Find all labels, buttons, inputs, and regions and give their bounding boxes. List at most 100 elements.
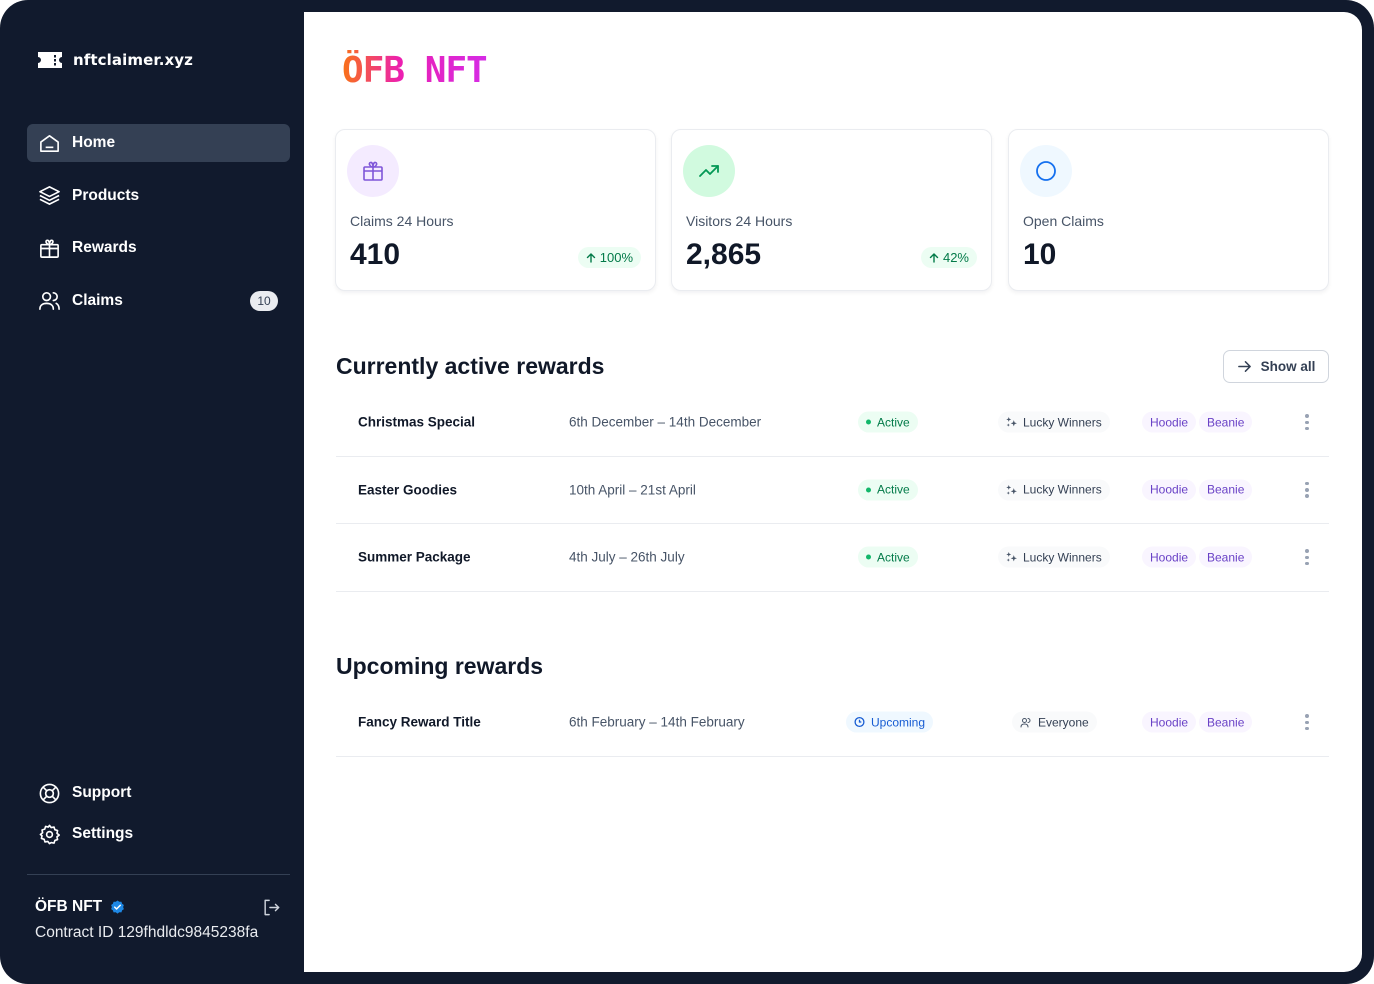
- nav-label-home: Home: [72, 134, 116, 151]
- nav-item-claims[interactable]: Claims 10: [27, 282, 290, 320]
- nav-item-support[interactable]: Support: [27, 774, 290, 812]
- audience-label: Lucky Winners: [1023, 415, 1102, 430]
- tag-badge: Hoodie: [1142, 479, 1197, 501]
- status-badge: Active: [858, 546, 918, 568]
- stat-label: Visitors 24 Hours: [686, 213, 793, 229]
- page-title: ÖFB NFT: [342, 50, 488, 91]
- arrow-right-icon: [1237, 361, 1251, 372]
- nav-label-claims: Claims: [72, 291, 123, 309]
- reward-name: Summer Package: [358, 549, 471, 565]
- upcoming-rewards-table: Fancy Reward Title 6th February – 14th F…: [336, 689, 1329, 757]
- reward-name: Fancy Reward Title: [358, 714, 481, 730]
- home-icon: [40, 134, 59, 152]
- more-vertical-icon[interactable]: [1305, 549, 1309, 566]
- nav-label-support: Support: [72, 784, 132, 801]
- reward-dates: 6th February – 14th February: [569, 714, 745, 730]
- audience-label: Lucky Winners: [1023, 550, 1102, 565]
- users-icon: [39, 292, 60, 310]
- account-name: ÖFB NFT: [35, 898, 103, 915]
- stat-card-visitors: Visitors 24 Hours 2,865 42%: [671, 129, 992, 291]
- brand-name: nftclaimer.xyz: [73, 51, 194, 69]
- upcoming-rewards-title: Upcoming rewards: [336, 653, 544, 679]
- tag-badge: Hoodie: [1142, 546, 1197, 568]
- sparkle-icon: [1006, 484, 1017, 495]
- audience-label: Lucky Winners: [1023, 482, 1102, 497]
- sparkle-icon: [1006, 417, 1017, 427]
- circle-icon: [1036, 161, 1056, 181]
- more-vertical-icon[interactable]: [1305, 481, 1309, 498]
- reward-name: Christmas Special: [358, 414, 476, 430]
- brand[interactable]: nftclaimer.xyz: [37, 50, 193, 70]
- active-rewards-title: Currently active rewards: [336, 353, 605, 379]
- status-dot: [866, 487, 871, 493]
- nav-label-products: Products: [72, 186, 140, 204]
- table-row[interactable]: Easter Goodies 10th April – 21st April A…: [336, 457, 1329, 524]
- status-label: Active: [877, 482, 910, 497]
- stat-delta-badge: 42%: [920, 247, 977, 268]
- reward-name: Easter Goodies: [358, 482, 458, 498]
- show-all-button[interactable]: Show all: [1223, 350, 1329, 383]
- status-badge: Active: [858, 411, 918, 433]
- main-panel: ÖFB NFT Claims 24 Hours 410 100% Visitor…: [304, 12, 1362, 972]
- stat-delta-value: 100%: [599, 250, 633, 265]
- status-badge: Upcoming: [846, 711, 934, 733]
- stat-card-claims: Claims 24 Hours 410 100%: [335, 129, 656, 291]
- stat-delta-badge: 100%: [577, 247, 641, 268]
- gift-icon: [40, 239, 59, 258]
- arrow-up-icon: [929, 252, 939, 263]
- stat-icon-wrap: [347, 145, 399, 197]
- tag-badge: Beanie: [1199, 546, 1253, 568]
- audience-badge: Lucky Winners: [998, 411, 1110, 433]
- life-buoy-icon: [39, 783, 60, 803]
- status-dot: [866, 554, 871, 560]
- audience-badge: Lucky Winners: [998, 546, 1110, 568]
- sidebar-divider: [27, 874, 290, 875]
- clock-icon: [854, 717, 865, 728]
- nav-label-settings: Settings: [72, 825, 134, 842]
- reward-dates: 4th July – 26th July: [569, 549, 685, 565]
- more-vertical-icon[interactable]: [1305, 414, 1309, 431]
- users-icon: [1020, 717, 1031, 728]
- stat-label: Claims 24 Hours: [350, 213, 454, 229]
- audience-badge: Lucky Winners: [998, 479, 1110, 501]
- sidebar: nftclaimer.xyz Home Products Rewards Cla…: [0, 0, 304, 984]
- sparkle-icon: [1006, 552, 1017, 562]
- stat-value: 2,865: [686, 238, 762, 271]
- status-badge: Active: [858, 479, 918, 501]
- account-panel: ÖFB NFT Contract ID 129fhdldc9845238fa: [35, 898, 285, 942]
- secondary-nav: Support Settings: [27, 774, 290, 856]
- nav-item-rewards[interactable]: Rewards: [27, 229, 290, 267]
- status-dot: [866, 419, 871, 425]
- table-row[interactable]: Fancy Reward Title 6th February – 14th F…: [336, 689, 1329, 757]
- nav-item-products[interactable]: Products: [27, 177, 290, 215]
- nav-item-home[interactable]: Home: [27, 124, 290, 162]
- stat-label: Open Claims: [1023, 213, 1104, 229]
- reward-dates: 6th December – 14th December: [569, 414, 762, 430]
- status-label: Active: [877, 550, 910, 565]
- stat-card-open-claims: Open Claims 10: [1008, 129, 1329, 291]
- nav-label-rewards: Rewards: [72, 239, 137, 256]
- stat-value: 410: [350, 238, 401, 271]
- status-label: Active: [877, 415, 910, 430]
- more-vertical-icon[interactable]: [1305, 714, 1309, 731]
- contract-id: Contract ID 129fhdldc9845238fa: [35, 924, 259, 941]
- ticket-logo-icon: [38, 52, 62, 68]
- account-name-row: ÖFB NFT: [35, 898, 285, 916]
- nav-item-settings[interactable]: Settings: [27, 815, 290, 853]
- table-row[interactable]: Christmas Special 6th December – 14th De…: [336, 389, 1329, 457]
- stat-value: 10: [1023, 238, 1057, 271]
- table-row[interactable]: Summer Package 4th July – 26th July Acti…: [336, 524, 1329, 592]
- stat-icon-wrap: [683, 145, 735, 197]
- tag-badge: Hoodie: [1142, 711, 1197, 733]
- reward-dates: 10th April – 21st April: [569, 482, 696, 498]
- trend-up-icon: [699, 165, 719, 177]
- tag-badge: Beanie: [1199, 479, 1253, 501]
- status-label: Upcoming: [871, 715, 926, 730]
- logout-icon[interactable]: [262, 898, 281, 917]
- main-nav: Home Products Rewards Claims 10: [27, 124, 290, 334]
- stat-icon-wrap: [1020, 145, 1072, 197]
- tag-badge: Beanie: [1199, 711, 1253, 733]
- active-rewards-table: Christmas Special 6th December – 14th De…: [336, 389, 1329, 592]
- gift-icon: [363, 161, 383, 181]
- audience-label: Everyone: [1038, 715, 1089, 730]
